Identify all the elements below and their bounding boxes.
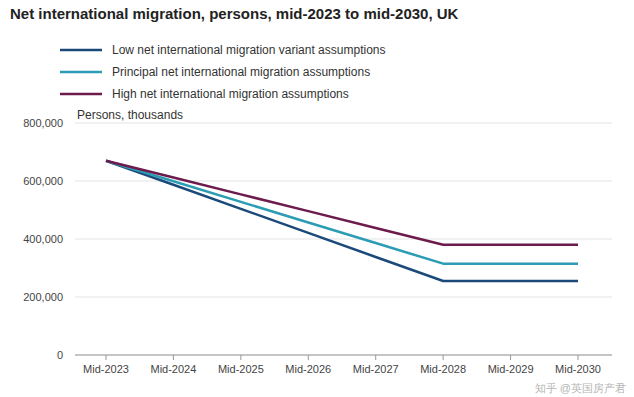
x-tick bbox=[240, 355, 241, 360]
legend-swatch bbox=[60, 49, 102, 52]
legend-label: High net international migration assumpt… bbox=[112, 87, 349, 101]
grid-line bbox=[75, 239, 612, 240]
x-tick-label: Mid-2029 bbox=[488, 363, 534, 375]
x-tick-label: Mid-2024 bbox=[150, 363, 196, 375]
y-tick-label: 400,000 bbox=[23, 233, 63, 245]
y-tick-label: 200,000 bbox=[23, 291, 63, 303]
series-line bbox=[106, 161, 578, 245]
legend: Low net international migration variant … bbox=[60, 43, 385, 101]
x-axis bbox=[75, 355, 612, 356]
grid-line bbox=[75, 355, 612, 356]
x-tick-label: Mid-2027 bbox=[353, 363, 399, 375]
x-tick bbox=[443, 355, 444, 360]
series-line bbox=[106, 161, 578, 281]
x-tick-label: Mid-2028 bbox=[420, 363, 466, 375]
y-axis-label: Persons, thousands bbox=[77, 108, 183, 122]
y-tick-label: 0 bbox=[57, 349, 63, 361]
grid-line bbox=[75, 297, 612, 298]
series-line bbox=[106, 161, 578, 264]
grid-line bbox=[75, 181, 612, 182]
chart: Net international migration, persons, mi… bbox=[0, 0, 634, 397]
x-tick bbox=[308, 355, 309, 360]
legend-swatch bbox=[60, 93, 102, 96]
x-tick bbox=[578, 355, 579, 360]
x-tick bbox=[375, 355, 376, 360]
legend-label: Low net international migration variant … bbox=[112, 43, 385, 57]
y-tick-label: 800,000 bbox=[23, 117, 63, 129]
x-tick bbox=[173, 355, 174, 360]
legend-label: Principal net international migration as… bbox=[112, 65, 370, 79]
x-tick-label: Mid-2026 bbox=[285, 363, 331, 375]
plot-area bbox=[106, 161, 578, 281]
x-tick bbox=[106, 355, 107, 360]
x-tick-label: Mid-2023 bbox=[83, 363, 129, 375]
legend-swatch bbox=[60, 71, 102, 74]
x-tick-label: Mid-2025 bbox=[218, 363, 264, 375]
watermark: 知乎 @英国房产君 bbox=[535, 382, 626, 394]
y-tick-label: 600,000 bbox=[23, 175, 63, 187]
x-tick bbox=[510, 355, 511, 360]
grid-line bbox=[75, 123, 612, 124]
x-tick-label: Mid-2030 bbox=[555, 363, 601, 375]
title: Net international migration, persons, mi… bbox=[10, 5, 459, 22]
